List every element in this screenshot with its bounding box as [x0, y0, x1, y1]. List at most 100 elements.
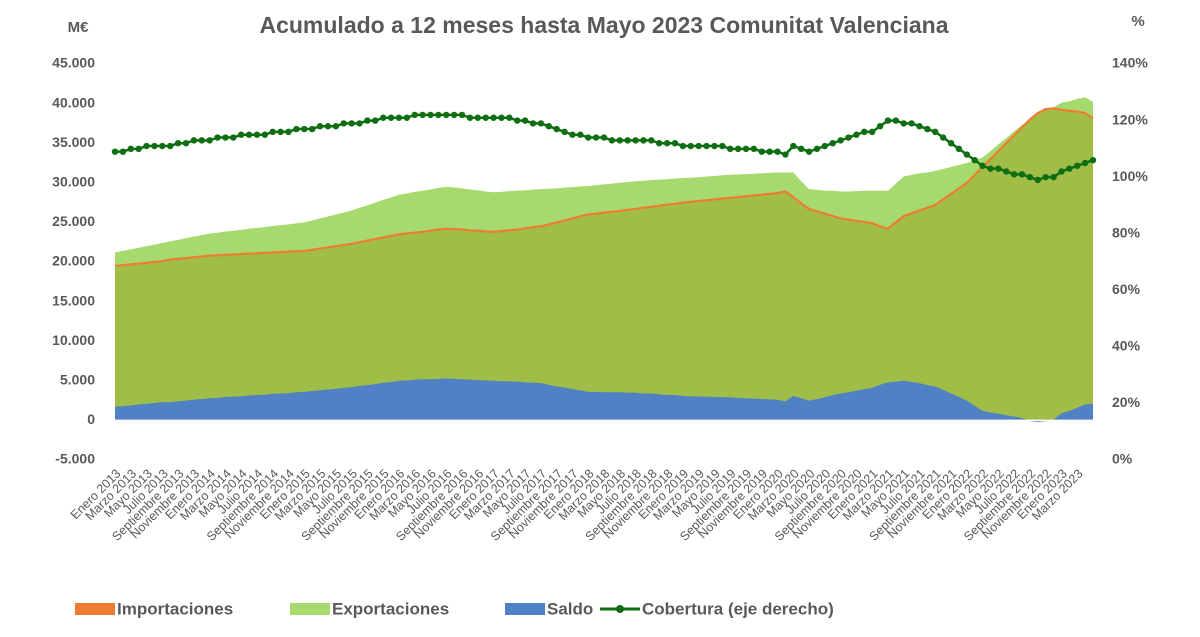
marker [995, 165, 1002, 172]
marker [403, 114, 411, 121]
marker [616, 137, 623, 144]
marker [506, 114, 513, 121]
marker [947, 140, 955, 147]
marker [379, 114, 387, 121]
legend-item: Exportaciones [290, 599, 449, 618]
marker [521, 117, 529, 124]
y2-tick-label: 0% [1112, 451, 1133, 467]
marker [774, 148, 781, 155]
marker [111, 148, 119, 155]
marker [553, 125, 560, 133]
marker [514, 117, 521, 124]
marker [308, 125, 316, 133]
y2-axis-label: % [1131, 13, 1144, 30]
marker [782, 151, 789, 158]
marker [490, 114, 497, 121]
marker [1034, 176, 1041, 184]
y-tick-label: 0 [87, 411, 95, 427]
y-tick-label: -5.000 [55, 451, 95, 467]
y2-tick-label: 20% [1112, 394, 1141, 410]
area [115, 378, 1093, 422]
marker [458, 111, 466, 119]
marker [443, 111, 450, 119]
legend-label: Saldo [547, 599, 593, 618]
legend-label: Cobertura (eje derecho) [642, 599, 834, 618]
y2-tick-label: 60% [1112, 281, 1141, 297]
marker [190, 137, 198, 144]
marker [324, 123, 332, 130]
y-tick-label: 25.000 [52, 213, 95, 229]
marker [719, 142, 726, 150]
marker [632, 137, 639, 144]
marker [687, 142, 694, 150]
marker [372, 117, 379, 124]
marker [395, 114, 403, 121]
marker [1050, 173, 1057, 181]
y2-tick-label: 140% [1112, 55, 1148, 71]
marker [813, 145, 821, 153]
marker [916, 123, 923, 130]
marker [529, 120, 537, 127]
marker [143, 142, 150, 150]
marker [466, 114, 474, 121]
marker [908, 120, 915, 127]
legend-swatch [75, 603, 115, 615]
marker [285, 128, 292, 136]
marker [640, 137, 647, 144]
marker [537, 120, 545, 127]
marker [577, 131, 584, 138]
marker [427, 111, 434, 119]
marker [206, 137, 213, 144]
marker [711, 142, 718, 150]
marker [955, 145, 963, 153]
marker [829, 140, 836, 147]
marker [340, 120, 347, 127]
marker [585, 134, 592, 141]
marker [1042, 173, 1049, 181]
marker [876, 123, 884, 130]
y-tick-label: 45.000 [52, 55, 95, 71]
marker [419, 111, 426, 119]
marker [316, 123, 324, 130]
legend-item: Saldo [505, 599, 593, 618]
marker [734, 145, 742, 153]
marker [348, 120, 355, 127]
marker [939, 134, 947, 141]
marker [790, 142, 797, 150]
marker [332, 123, 340, 130]
marker [1081, 159, 1089, 167]
marker [387, 114, 395, 121]
marker [695, 142, 702, 150]
marker [127, 145, 134, 153]
y-tick-label: 20.000 [52, 253, 95, 269]
marker [805, 148, 813, 155]
marker [198, 137, 205, 144]
marker [679, 142, 687, 150]
marker [971, 156, 978, 164]
y-tick-label: 35.000 [52, 134, 95, 150]
marker [932, 128, 939, 136]
marker [656, 140, 663, 147]
legend-item: Cobertura (eje derecho) [600, 599, 834, 618]
marker [624, 137, 631, 144]
marker [663, 140, 671, 147]
legend-item: Importaciones [75, 599, 233, 618]
marker [608, 137, 616, 144]
marker [174, 140, 182, 147]
marker [569, 131, 576, 138]
marker [853, 131, 860, 138]
marker [868, 128, 876, 136]
marker [230, 134, 237, 141]
marker [671, 140, 679, 147]
marker [758, 148, 765, 155]
marker [269, 128, 276, 136]
y-tick-label: 30.000 [52, 174, 95, 190]
y-tick-label: 10.000 [52, 332, 95, 348]
marker [884, 117, 892, 124]
marker [561, 128, 568, 136]
marker [797, 145, 805, 153]
marker [151, 142, 158, 150]
marker [592, 134, 600, 141]
marker [979, 162, 986, 170]
